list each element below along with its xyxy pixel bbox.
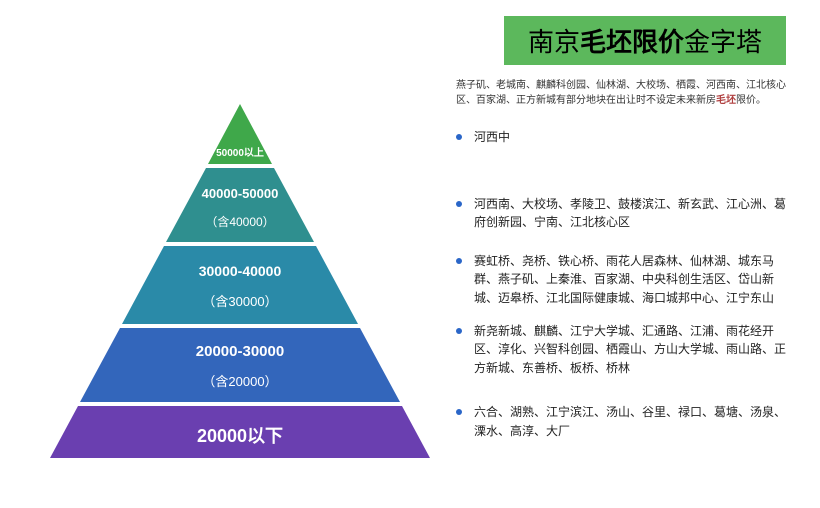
intro-highlight: 毛坯 (716, 95, 736, 106)
tier1-sub: （含40000） (205, 214, 274, 229)
pyramid-tier-1 (166, 168, 314, 242)
title-banner: 南京毛坯限价金字塔 (504, 16, 786, 65)
row-text: 河西南、大校场、孝陵卫、鼓楼滨江、新玄武、江心洲、葛府创新园、宁南、江北核心区 (474, 195, 796, 232)
tier2-sub: （含30000） (202, 294, 277, 309)
list-row: 河西中 (456, 128, 796, 147)
tier1-label: 40000-50000 (202, 186, 279, 201)
title-bold: 毛坯限价 (580, 27, 684, 57)
intro-c: 限价。 (736, 95, 766, 106)
pyramid-chart: 50000以上 40000-50000 （含40000） 30000-40000… (50, 104, 430, 484)
row-text: 赛虹桥、尧桥、铁心桥、雨花人居森林、仙林湖、城东马群、燕子矶、上秦淮、百家湖、中… (474, 252, 796, 308)
tier4-label: 20000以下 (197, 426, 283, 446)
title-post: 金字塔 (684, 27, 762, 57)
intro-b: 百家湖、正方新城有部分地块在出让时不设定未来新房 (476, 95, 716, 106)
pyramid-tier-2 (122, 246, 358, 324)
tier0-label: 50000以上 (216, 146, 264, 159)
bullet-icon (456, 328, 462, 334)
row-text: 新尧新城、麒麟、江宁大学城、汇通路、江浦、雨花经开区、淳化、兴智科创园、栖霞山、… (474, 322, 796, 378)
bullet-icon (456, 201, 462, 207)
tier2-label: 30000-40000 (199, 263, 282, 279)
list-row: 河西南、大校场、孝陵卫、鼓楼滨江、新玄武、江心洲、葛府创新园、宁南、江北核心区 (456, 195, 796, 232)
intro-paragraph: 燕子矶、老城南、麒麟科创园、仙林湖、大校场、栖霞、河西南、江北核心区、百家湖、正… (456, 78, 786, 108)
row-text: 六合、湖熟、江宁滨江、汤山、谷里、禄口、葛塘、汤泉、溧水、高淳、大厂 (474, 403, 796, 440)
bullet-icon (456, 134, 462, 140)
title-pre: 南京 (528, 27, 580, 57)
pyramid-svg: 50000以上 40000-50000 （含40000） 30000-40000… (50, 104, 430, 484)
pyramid-tier-3 (80, 328, 400, 402)
list-row: 六合、湖熟、江宁滨江、汤山、谷里、禄口、葛塘、汤泉、溧水、高淳、大厂 (456, 403, 796, 440)
right-list: 河西中 河西南、大校场、孝陵卫、鼓楼滨江、新玄武、江心洲、葛府创新园、宁南、江北… (456, 128, 796, 455)
tier3-sub: （含20000） (202, 374, 277, 389)
bullet-icon (456, 409, 462, 415)
row-text: 河西中 (474, 128, 796, 147)
tier3-label: 20000-30000 (196, 343, 284, 360)
list-row: 新尧新城、麒麟、江宁大学城、汇通路、江浦、雨花经开区、淳化、兴智科创园、栖霞山、… (456, 322, 796, 378)
list-row: 赛虹桥、尧桥、铁心桥、雨花人居森林、仙林湖、城东马群、燕子矶、上秦淮、百家湖、中… (456, 252, 796, 308)
bullet-icon (456, 258, 462, 264)
